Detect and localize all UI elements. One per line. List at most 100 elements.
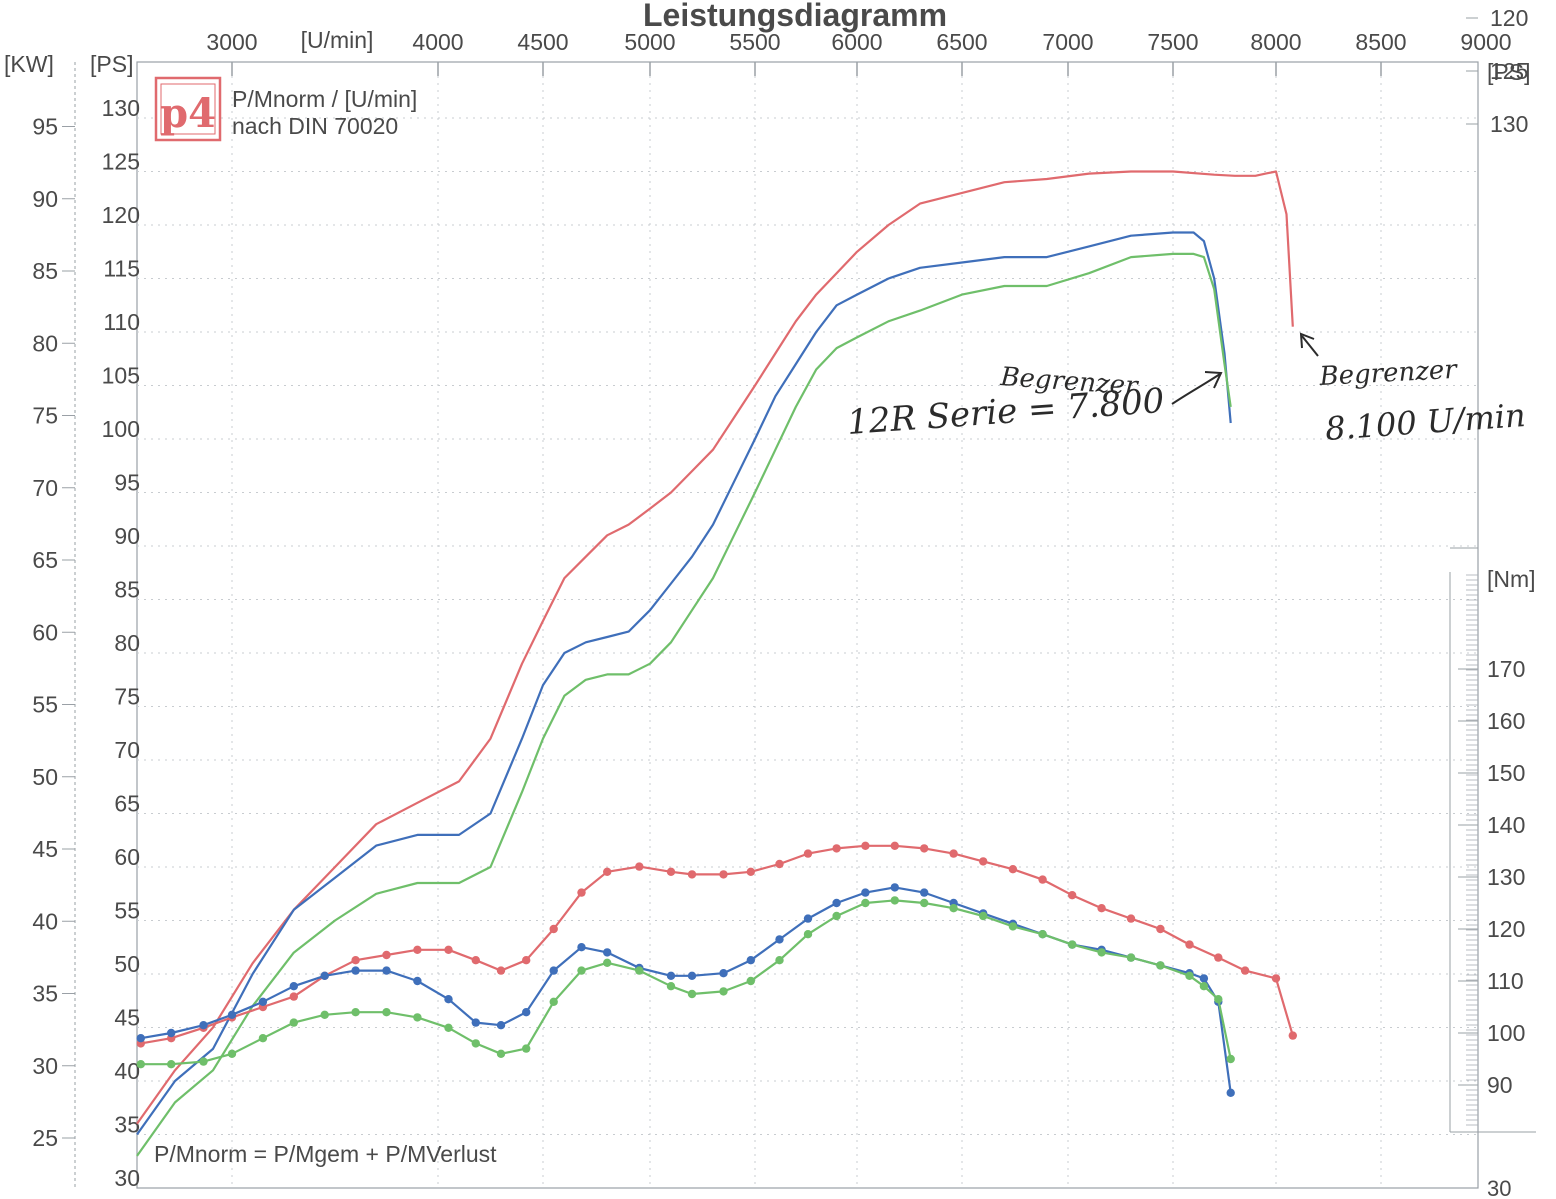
torque-marker: [549, 997, 558, 1006]
torque-marker: [775, 956, 784, 965]
torque-marker: [1156, 924, 1165, 934]
torque-marker: [1038, 875, 1047, 884]
torque-marker: [199, 1020, 208, 1030]
torque-marker: [1185, 940, 1194, 949]
ps-tick-label: 40: [114, 1058, 140, 1084]
torque-marker: [1126, 914, 1136, 923]
x-tick-label: 9000: [1460, 29, 1511, 55]
torque-marker: [719, 987, 728, 996]
torque-marker: [1214, 995, 1223, 1004]
left-kw-tick-labels: 95 90 85 80 75 70 65 60 55 50 45 40 35 30 25: [32, 114, 75, 1151]
nm-tick-label: 170: [1487, 656, 1525, 682]
torque-marker: [920, 898, 929, 908]
torque-marker: [258, 997, 268, 1006]
torque-marker: [577, 888, 586, 897]
torque-marker: [549, 966, 558, 975]
torque-marker: [920, 888, 929, 897]
torque-marker: [890, 883, 899, 892]
kw-tick-label: 40: [32, 908, 58, 934]
torque-marker: [832, 844, 841, 853]
torque-marker: [471, 1039, 480, 1048]
torque-marker: [1008, 865, 1018, 874]
torque-marker: [382, 1008, 391, 1017]
torque-marker: [320, 971, 329, 980]
ps-tick-label: 65: [114, 791, 140, 817]
torque-marker: [413, 1013, 422, 1022]
legend-line-2: nach DIN 70020: [232, 113, 398, 139]
right-ps-tick-label: 125: [1490, 58, 1528, 84]
torque-marker: [979, 857, 988, 866]
torque-marker: [227, 1010, 237, 1019]
ps-tick-label: 110: [103, 309, 140, 335]
p4-logo: p4: [154, 76, 222, 142]
nm-tick-label: 140: [1487, 812, 1525, 838]
torque-marker: [746, 867, 755, 876]
torque-marker: [949, 849, 958, 858]
kw-tick-label: 75: [32, 403, 58, 429]
left-ps-tick-labels: 130 125 120 115 110 105 100 95 90 85 80 75 70 65 60 55 5…: [102, 95, 140, 1191]
torque-marker: [382, 950, 391, 960]
torque-marker: [1214, 953, 1223, 962]
torque-marker: [666, 971, 676, 980]
torque-marker: [775, 935, 784, 944]
torque-marker: [666, 982, 676, 991]
torque-marker: [979, 911, 988, 921]
torque-marker: [496, 1020, 506, 1030]
torque-marker: [1068, 891, 1077, 900]
x-tick-label: 7000: [1042, 29, 1093, 55]
right-ps-axis-label: [PS]: [1487, 59, 1530, 85]
x-tick-label: 8500: [1355, 29, 1406, 55]
torque-marker: [227, 1049, 237, 1059]
torque-marker: [832, 911, 841, 921]
kw-tick-label: 95: [32, 114, 58, 140]
torque-marker: [719, 969, 728, 978]
kw-tick-label: 70: [32, 475, 58, 501]
torque-marker: [861, 898, 870, 908]
torque-marker: [167, 1028, 176, 1038]
ps-tick-label: 125: [102, 149, 140, 175]
left-ps-axis-label: [PS]: [90, 51, 133, 77]
torque-marker: [861, 841, 870, 850]
ps-tick-label: 95: [114, 470, 140, 496]
logo-text: p4: [160, 90, 216, 137]
power-curve-1: [136, 170, 1294, 1125]
torque-marker: [258, 1034, 268, 1043]
torque-marker: [471, 956, 480, 965]
legend-line-1: P/Mnorm / [U/min]: [232, 86, 417, 112]
torque-marker: [320, 1010, 329, 1019]
kw-tick-label: 45: [32, 836, 58, 862]
right-nm-axis-label: [Nm]: [1487, 566, 1536, 592]
ps-tick-label: 105: [102, 363, 140, 389]
torque-marker: [1068, 940, 1077, 949]
torque-marker: [167, 1060, 176, 1069]
kw-tick-label: 25: [32, 1125, 58, 1151]
ps-tick-label: 115: [103, 256, 140, 282]
torque-marker: [1038, 930, 1047, 939]
torque-marker: [746, 976, 755, 986]
nm-tick-label: 130: [1487, 864, 1525, 890]
torque-marker: [199, 1057, 208, 1066]
torque-marker: [136, 1060, 145, 1069]
torque-marker: [351, 966, 360, 975]
x-tick-label: 3000: [206, 29, 257, 55]
torque-marker: [136, 1034, 145, 1043]
ps-tick-label: 85: [114, 577, 140, 603]
ps-tick-label: 50: [114, 951, 140, 977]
torque-marker: [522, 956, 531, 965]
torque-marker: [920, 844, 929, 853]
ps-tick-label: 120: [102, 202, 140, 228]
x-tick-label: 7500: [1147, 29, 1198, 55]
x-tick-label: 5500: [729, 29, 780, 55]
torque-marker: [719, 870, 728, 879]
torque-marker: [775, 859, 784, 869]
torque-marker: [522, 1008, 531, 1017]
ps-tick-label: 30: [114, 1165, 140, 1191]
x-tick-label: 4000: [412, 29, 463, 55]
x-tick-label: 6000: [831, 29, 882, 55]
ps-tick-label: 45: [114, 1005, 140, 1031]
torque-marker: [1288, 1031, 1298, 1040]
ps-tick-label: 70: [114, 737, 140, 763]
nm-tick-label: 120: [1487, 916, 1525, 942]
